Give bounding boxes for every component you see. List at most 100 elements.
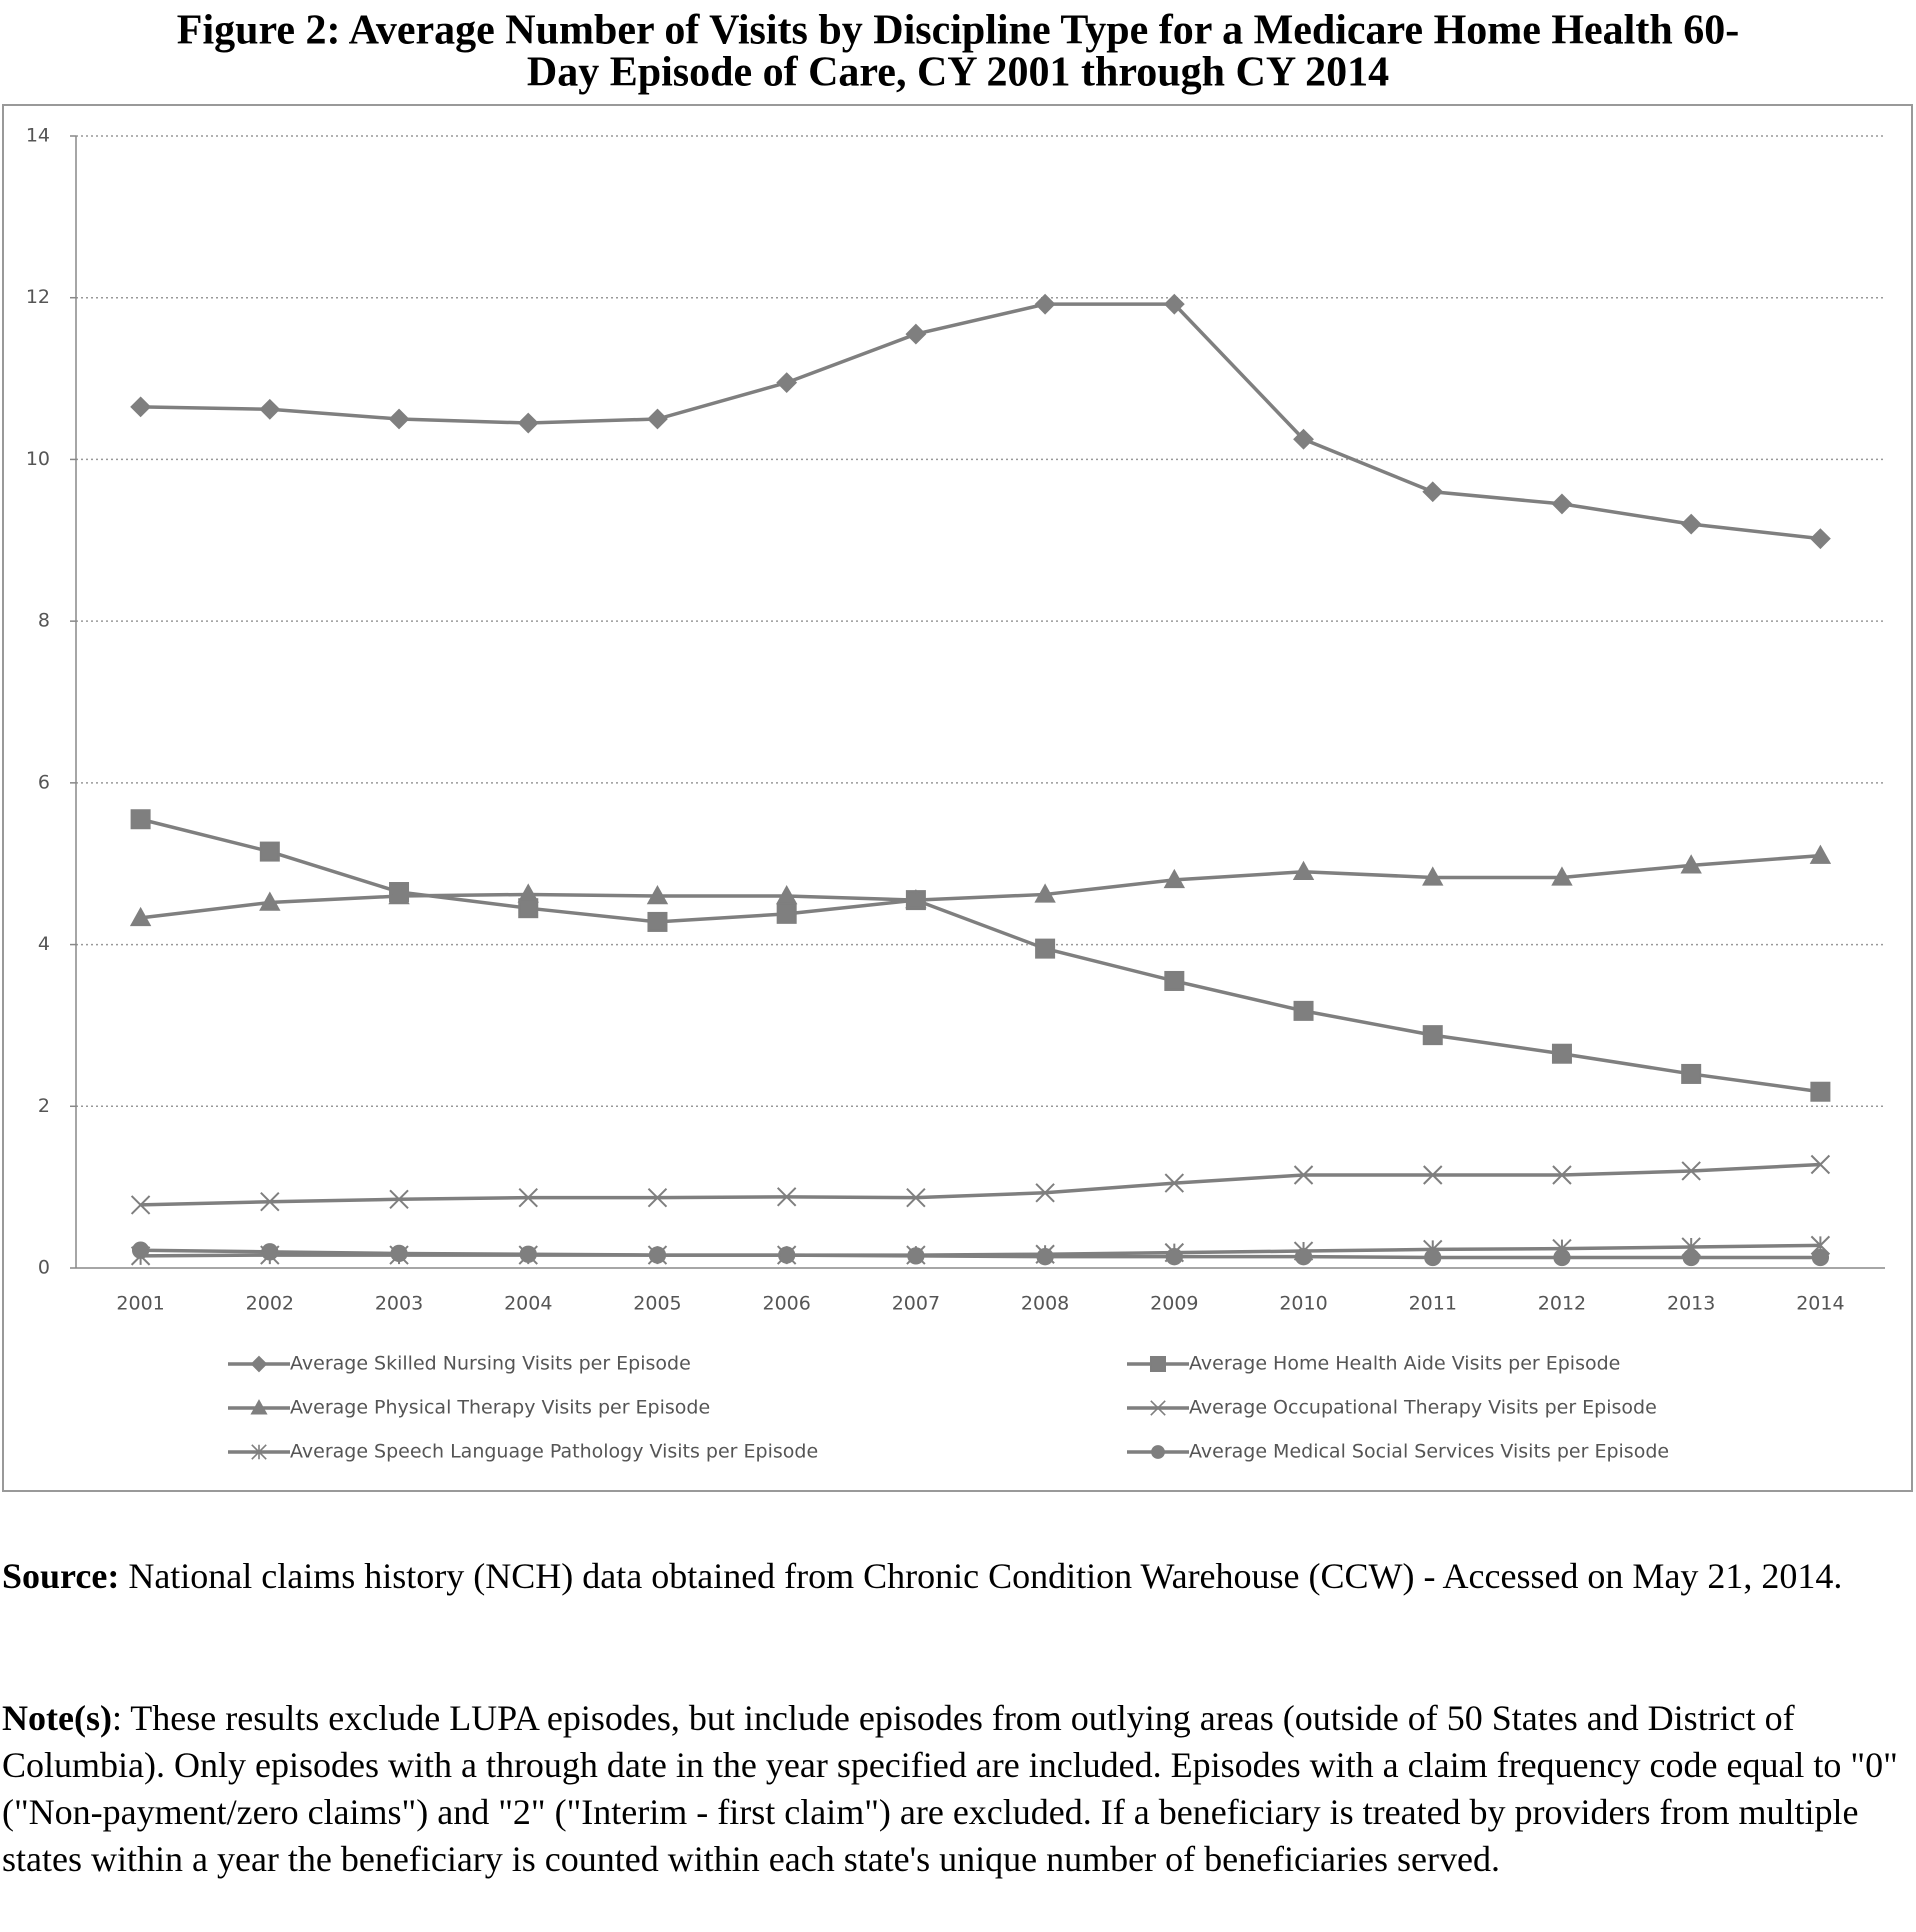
chart-frame [2,104,1913,1492]
marker [1681,1161,1701,1181]
marker [1164,1173,1185,1193]
marker [1810,1081,1831,1102]
marker [390,1244,408,1263]
x-tick-label: 2009 [1150,1293,1198,1315]
y-tick-label: 10 [26,448,50,470]
marker [1293,1000,1314,1021]
marker [1811,1248,1830,1267]
source-note: Source: National claims history (NCH) da… [2,1553,1902,1600]
legend-marker [250,1399,268,1415]
marker [1151,1445,1165,1459]
marker [1810,1154,1831,1175]
marker [1165,1248,1183,1266]
marker [906,1187,926,1208]
marker [1164,970,1185,991]
y-tick-label: 0 [38,1257,50,1279]
marker [648,1246,667,1264]
x-tick-label: 2014 [1796,1293,1844,1315]
marker [519,1245,537,1263]
marker [1149,1355,1166,1372]
legend-label: Average Physical Therapy Visits per Epis… [290,1397,710,1419]
series-line [140,1162,1821,1207]
marker [250,1355,268,1373]
legend-marker [1150,1400,1166,1416]
marker [646,884,669,905]
y-tick-label: 4 [38,933,50,955]
x-tick-label: 2008 [1021,1293,1069,1315]
marker [1682,1248,1700,1267]
marker [1163,868,1186,889]
series-line [140,1248,1821,1260]
marker [1551,1043,1572,1064]
chart-title: Day Episode of Care, CY 2001 through CY … [527,50,1389,96]
marker [1293,1165,1314,1185]
marker [259,398,281,420]
marker [1293,428,1314,450]
marker [1034,293,1056,315]
marker [1035,938,1056,959]
marker [1551,493,1573,515]
marker [1036,1248,1054,1266]
marker [388,884,410,905]
y-tick-label: 6 [38,771,50,793]
marker [259,841,280,862]
chart: Figure 2: Average Number of Visits by Di… [2,8,1913,1492]
marker [1163,293,1185,315]
source-label: Source: [2,1556,120,1596]
marker [1424,1248,1442,1267]
marker [905,889,927,909]
marker [129,906,152,927]
y-tick-label: 12 [26,286,50,308]
marker [261,1243,279,1261]
note-text: : These results exclude LUPA episodes, b… [2,1698,1898,1879]
marker [905,323,927,345]
y-tick-label: 8 [38,610,50,632]
marker [775,884,798,905]
marker [1809,528,1831,550]
marker [907,1247,925,1265]
marker [388,408,410,430]
marker [1422,866,1444,886]
marker [1422,1025,1443,1046]
marker [517,412,539,434]
chart-title: Figure 2: Average Number of Visits by Di… [177,8,1739,54]
marker [1680,513,1702,535]
legend-label: Average Occupational Therapy Visits per … [1189,1397,1657,1419]
marker [130,1195,151,1215]
legend-marker [1149,1355,1166,1372]
marker [778,1246,796,1264]
marker [130,396,152,418]
legend-label: Average Skilled Nursing Visits per Episo… [290,1353,691,1375]
marker [1034,883,1056,903]
x-tick-label: 2004 [504,1293,552,1315]
marker [259,891,281,911]
series-line [140,853,1821,920]
marker [1292,860,1315,880]
marker [647,408,668,430]
marker [250,1399,268,1415]
marker [389,1189,409,1209]
marker [131,1241,150,1259]
note-label: Note(s) [2,1698,112,1738]
marker [647,911,668,932]
marker [1551,866,1573,886]
x-tick-label: 2012 [1538,1293,1586,1315]
marker [517,883,539,903]
x-tick-label: 2011 [1409,1293,1457,1315]
marker [1035,1183,1055,1203]
marker [260,1191,280,1212]
marker [776,372,798,394]
x-tick-label: 2010 [1279,1293,1327,1315]
marker [1681,1063,1702,1084]
notes: Note(s): These results exclude LUPA epis… [2,1695,1902,1883]
legend-marker [251,1444,267,1460]
y-tick-label: 14 [26,125,50,147]
marker [1553,1248,1571,1267]
marker [1809,844,1832,864]
x-tick-label: 2007 [892,1293,940,1315]
marker [776,1187,797,1207]
marker [1422,481,1444,503]
marker [1423,1165,1443,1185]
series-line [140,302,1821,541]
